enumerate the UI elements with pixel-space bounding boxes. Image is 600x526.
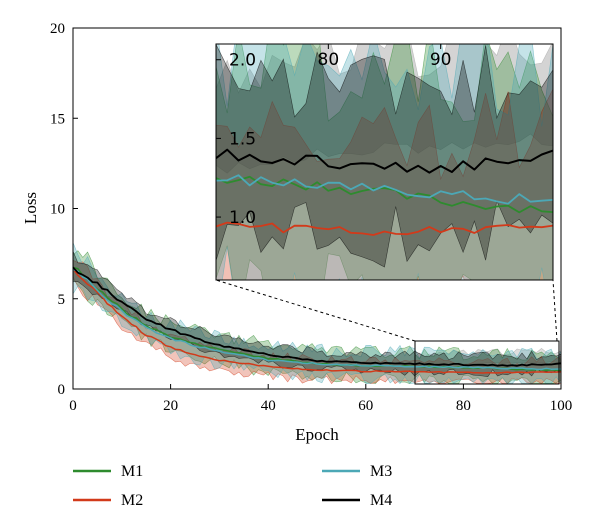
y-axis-ticks: 0 5 10 15 20 xyxy=(50,21,78,398)
legend-label-m3: M3 xyxy=(370,463,392,480)
y-tick-label: 20 xyxy=(50,21,65,37)
inset-band-m1 xyxy=(216,44,553,280)
inset-y-tick-label: 1.0 xyxy=(229,208,256,228)
x-tick-label: 60 xyxy=(358,398,373,414)
line-m4 xyxy=(72,266,562,367)
legend-label-m1: M1 xyxy=(121,463,143,480)
inset-band-m4 xyxy=(216,44,553,268)
inset-y-ticks: 2.0 1.5 1.0 xyxy=(216,51,256,228)
y-tick-label: 10 xyxy=(50,202,65,218)
zoom-region-box xyxy=(414,340,560,385)
inset-band-m2 xyxy=(216,88,553,280)
zoom-connector-right xyxy=(552,279,558,342)
inset-x-tick-label: 90 xyxy=(430,50,452,70)
inset-frame xyxy=(215,43,554,281)
extra-band-inset xyxy=(216,44,553,174)
legend: M1 M2 M3 M4 xyxy=(73,463,392,509)
inset-x-tick-label: 80 xyxy=(318,50,340,70)
inset-line-m2 xyxy=(216,221,553,236)
x-tick-label: 80 xyxy=(456,398,471,414)
x-tick-label: 40 xyxy=(261,398,276,414)
inset-line-m1 xyxy=(216,175,553,214)
x-axis-label: Epoch xyxy=(295,425,339,444)
inset-bands xyxy=(216,44,553,280)
inset-line-m4 xyxy=(216,148,553,174)
legend-label-m2: M2 xyxy=(121,492,143,509)
line-m2 xyxy=(72,268,562,374)
inset-y-tick-label: 2.0 xyxy=(229,51,256,71)
y-tick-label: 0 xyxy=(58,382,66,398)
x-tick-label: 0 xyxy=(69,398,77,414)
line-m3 xyxy=(72,268,562,371)
x-tick-label: 20 xyxy=(163,398,178,414)
y-tick-label: 15 xyxy=(50,111,65,127)
y-tick-label: 5 xyxy=(58,292,66,308)
inset-panel: 80 90 2.0 1.5 1.0 xyxy=(215,43,554,281)
inset-line-m3 xyxy=(216,174,553,205)
x-axis-ticks: 0 20 40 60 80 100 xyxy=(69,384,572,414)
x-tick-label: 100 xyxy=(550,398,573,414)
zoom-connector-left xyxy=(215,279,416,342)
legend-label-m4: M4 xyxy=(370,492,392,509)
main-lines xyxy=(72,266,562,374)
inset-x-ticks: 80 90 xyxy=(318,44,452,70)
y-axis-label: Loss xyxy=(21,192,40,224)
inset-band-m3 xyxy=(216,44,553,280)
inset-y-tick-label: 1.5 xyxy=(229,129,256,149)
inset-lines xyxy=(216,148,553,236)
